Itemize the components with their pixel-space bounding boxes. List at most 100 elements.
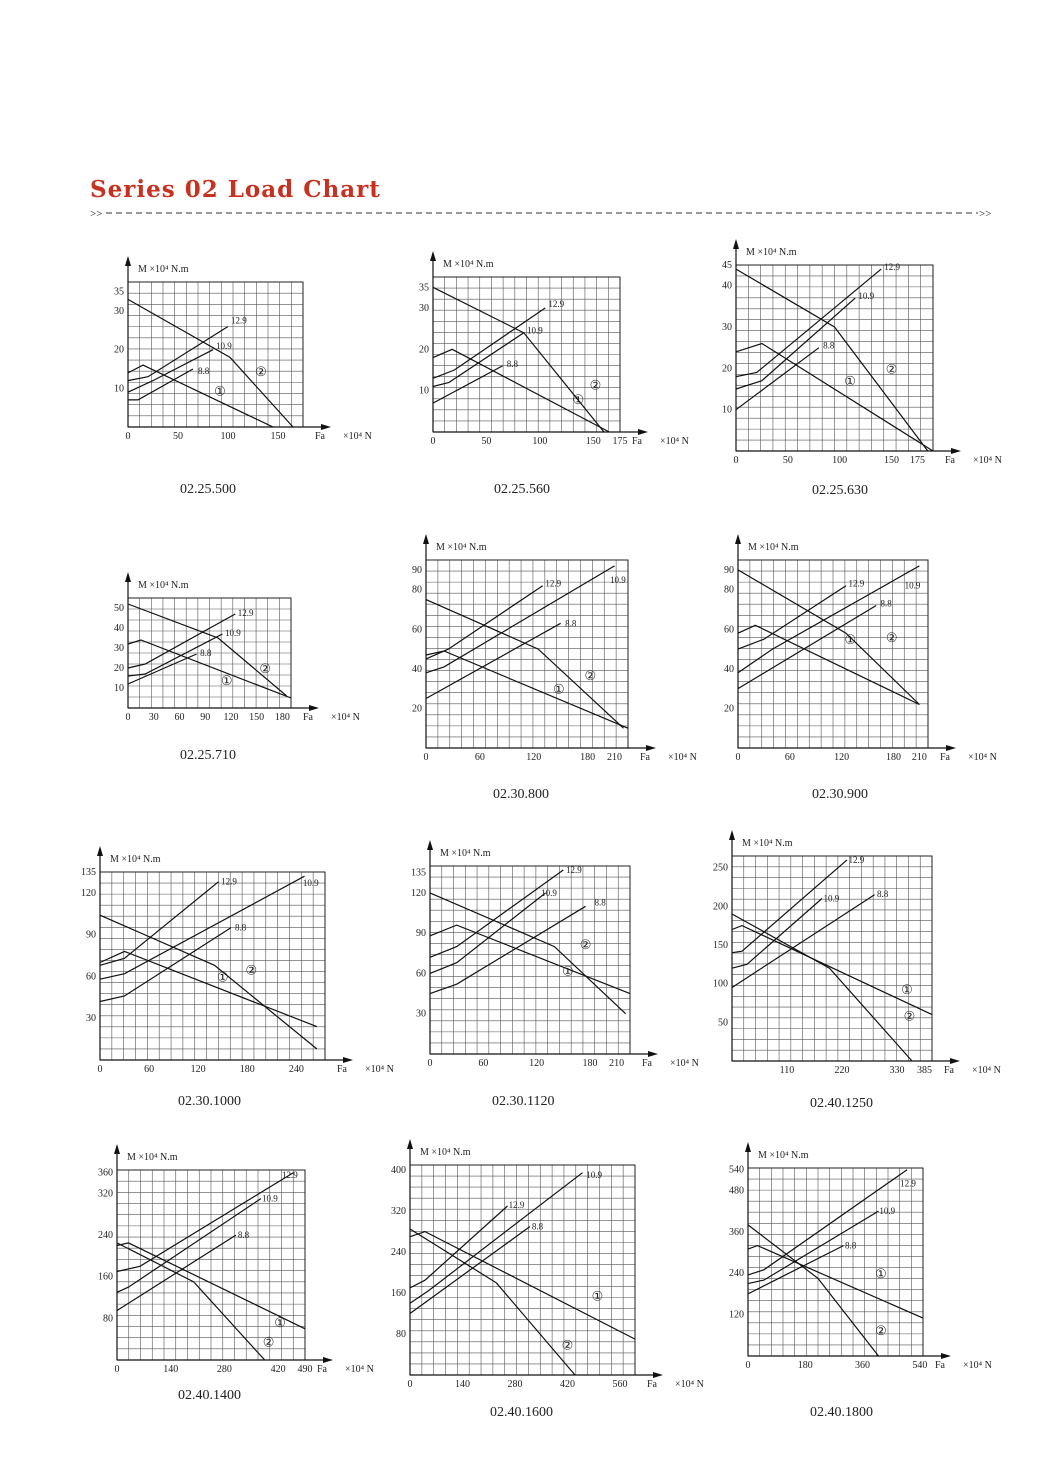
- x-tick-label: 30: [149, 712, 159, 723]
- y-tick-label: 90: [416, 928, 426, 939]
- x-axis-unit: ×10⁴ N: [963, 1360, 992, 1371]
- y-tick-label: 40: [722, 281, 732, 292]
- y-tick-label: 320: [98, 1188, 113, 1199]
- plot-frame: [99, 871, 326, 1061]
- y-axis-arrow: [407, 1139, 413, 1149]
- x-axis-label-prefix: Fa: [944, 1065, 955, 1076]
- y-tick-label: 60: [412, 624, 422, 635]
- y-tick-label: 160: [391, 1288, 406, 1299]
- chart-svg: M ×10⁴ N.m Fa ×10⁴ N 0 60 120 180 210 20 40 60 80 90…: [724, 534, 997, 763]
- x-tick-label: 0: [428, 1058, 433, 1069]
- y-tick-label: 50: [718, 1017, 728, 1028]
- chart-svg: M ×10⁴ N.mFa ×10⁴ N0 50 100 150 17510203035①②…: [419, 251, 689, 447]
- series-line-12.9: [735, 268, 882, 378]
- y-tick-label: 540: [729, 1165, 744, 1176]
- y-axis-label: M ×10⁴ N.m: [138, 264, 189, 275]
- y-tick-label: 20: [412, 703, 422, 714]
- series-label: 12.9: [548, 299, 564, 309]
- series-label: 10.9: [610, 575, 626, 585]
- chart-svg: M ×10⁴ N.m Fa ×10⁴ N 0 50 100 150 10 20 30 35 ① ② 12.…: [114, 256, 372, 442]
- series-label: ①: [592, 1289, 604, 1304]
- series-line-12.9: [425, 585, 544, 660]
- x-tick-label: 280: [217, 1364, 232, 1375]
- x-tick-label: 0: [736, 752, 741, 763]
- series-line-①: [409, 1230, 636, 1340]
- rule-arrow-left: >>: [90, 208, 102, 220]
- y-axis-arrow: [430, 251, 436, 261]
- chart-svg: M ×10⁴ N.m Fa ×10⁴ N 0 60 120 180 210 30 60 90 120 1…: [411, 840, 699, 1069]
- x-tick-label: 210: [609, 1058, 624, 1069]
- x-axis-label-prefix: Fa: [317, 1364, 328, 1375]
- x-axis-label-prefix: Fa: [935, 1360, 946, 1371]
- series-line-10.9: [409, 1172, 583, 1304]
- series-label: ①: [844, 374, 856, 389]
- series-line-①: [127, 639, 292, 699]
- series-line-②: [429, 892, 627, 1015]
- x-tick-label: 60: [144, 1064, 154, 1075]
- x-axis-label-prefix: Fa: [940, 752, 951, 763]
- y-tick-label: 240: [98, 1230, 113, 1241]
- chart-svg: M ×10⁴ N.m Fa ×10⁴ N 0 180 360 540 120 240 360 480…: [729, 1142, 992, 1371]
- x-tick-label: 0: [424, 752, 429, 763]
- series-line-12.9: [127, 325, 229, 382]
- x-tick-label: 0: [431, 436, 436, 447]
- y-axis-arrow: [735, 534, 741, 544]
- series-label: ②: [904, 1008, 916, 1023]
- x-axis-unit: ×10⁴ N: [343, 431, 372, 442]
- y-axis-arrow: [729, 830, 735, 840]
- y-tick-label: 30: [114, 306, 124, 317]
- x-axis-unit: ×10⁴ N: [660, 436, 689, 447]
- series-line-①: [99, 950, 318, 1028]
- series-line-10.9: [735, 297, 856, 390]
- series-line-12.9: [116, 1172, 294, 1273]
- plot-frame: [127, 281, 304, 428]
- series-line-8.8: [409, 1226, 531, 1314]
- series-label: ①: [901, 982, 913, 997]
- x-tick-label: 120: [526, 752, 541, 763]
- y-tick-label: 200: [713, 901, 728, 912]
- series-label: 12.9: [884, 262, 900, 272]
- x-axis-unit: ×10⁴ N: [968, 752, 997, 763]
- series-label: ②: [246, 962, 258, 977]
- chart-model-caption: 02.40.1800: [810, 1405, 873, 1420]
- x-tick-label: 0: [734, 455, 739, 466]
- series-line-10.9: [116, 1198, 262, 1293]
- x-axis-arrow: [653, 1372, 663, 1378]
- series-label: 8.8: [594, 897, 606, 907]
- series-label: 12.9: [900, 1179, 916, 1189]
- series-line-②: [99, 914, 318, 1050]
- axes: [423, 534, 656, 751]
- series-label: ②: [875, 1323, 887, 1338]
- series-label: 8.8: [200, 648, 212, 658]
- chart-model-caption: 02.25.630: [812, 483, 868, 498]
- grid: [735, 264, 934, 452]
- grid: [737, 559, 929, 749]
- x-axis-label-prefix: Fa: [632, 436, 643, 447]
- y-tick-label: 80: [396, 1329, 406, 1340]
- x-axis-arrow: [941, 1353, 951, 1359]
- y-tick-label: 480: [729, 1185, 744, 1196]
- y-axis-arrow: [125, 256, 131, 266]
- x-tick-label: 180: [275, 712, 290, 723]
- page-title: Series 02 Load Chart: [90, 176, 381, 203]
- x-tick-label: 210: [607, 752, 622, 763]
- series-label: 10.9: [225, 628, 241, 638]
- x-axis-label-prefix: Fa: [647, 1379, 658, 1390]
- y-tick-label: 10: [114, 683, 124, 694]
- series-line-10.9: [432, 332, 525, 388]
- x-axis-arrow: [638, 429, 648, 435]
- series-line-①: [425, 650, 629, 729]
- x-tick-label: 385: [917, 1065, 932, 1076]
- x-tick-label: 50: [783, 455, 793, 466]
- x-axis-unit: ×10⁴ N: [675, 1379, 704, 1390]
- series-line-12.9: [127, 613, 236, 669]
- series-label: ②: [886, 630, 898, 645]
- chart-model-caption: 02.30.800: [493, 787, 549, 802]
- x-axis-unit: ×10⁴ N: [973, 455, 1002, 466]
- series-line-①: [432, 348, 610, 433]
- x-axis-label-prefix: Fa: [337, 1064, 348, 1075]
- series-line-②: [737, 569, 920, 705]
- series-label: ②: [259, 661, 271, 676]
- x-tick-label: 150: [271, 431, 286, 442]
- y-axis-arrow: [125, 572, 131, 582]
